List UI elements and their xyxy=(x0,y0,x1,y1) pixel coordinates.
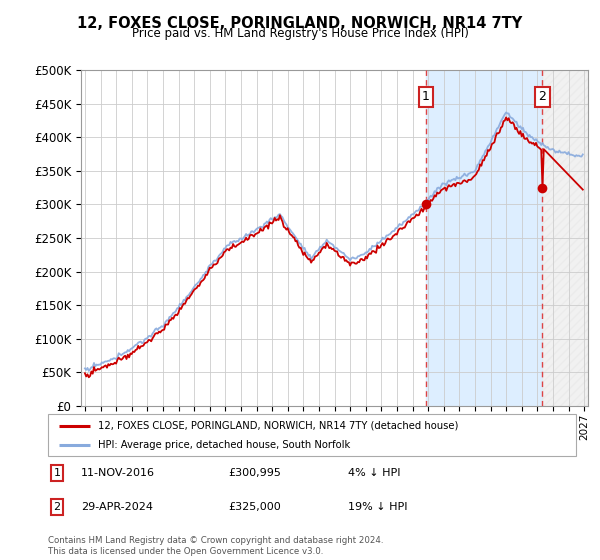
Text: 4% ↓ HPI: 4% ↓ HPI xyxy=(348,468,401,478)
Text: £325,000: £325,000 xyxy=(228,502,281,512)
Text: 1: 1 xyxy=(422,90,430,104)
Text: 2: 2 xyxy=(539,90,547,104)
Bar xyxy=(542,70,588,406)
Text: 29-APR-2024: 29-APR-2024 xyxy=(81,502,153,512)
Text: HPI: Average price, detached house, South Norfolk: HPI: Average price, detached house, Sout… xyxy=(98,440,350,450)
Text: 19% ↓ HPI: 19% ↓ HPI xyxy=(348,502,407,512)
Text: 2: 2 xyxy=(53,502,61,512)
Bar xyxy=(426,70,542,406)
Text: Price paid vs. HM Land Registry's House Price Index (HPI): Price paid vs. HM Land Registry's House … xyxy=(131,27,469,40)
Text: £300,995: £300,995 xyxy=(228,468,281,478)
Text: 12, FOXES CLOSE, PORINGLAND, NORWICH, NR14 7TY: 12, FOXES CLOSE, PORINGLAND, NORWICH, NR… xyxy=(77,16,523,31)
Text: 11-NOV-2016: 11-NOV-2016 xyxy=(81,468,155,478)
Text: Contains HM Land Registry data © Crown copyright and database right 2024.
This d: Contains HM Land Registry data © Crown c… xyxy=(48,536,383,556)
Text: 12, FOXES CLOSE, PORINGLAND, NORWICH, NR14 7TY (detached house): 12, FOXES CLOSE, PORINGLAND, NORWICH, NR… xyxy=(98,421,458,431)
Text: 1: 1 xyxy=(53,468,61,478)
